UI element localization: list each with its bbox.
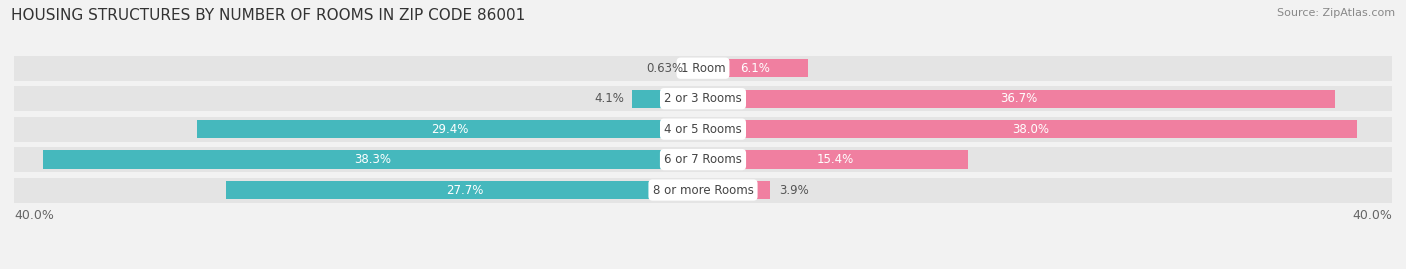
Bar [226,181,703,199]
Bar [633,90,703,108]
Bar [703,120,1358,138]
Text: 38.3%: 38.3% [354,153,392,166]
Text: 40.0%: 40.0% [14,209,53,222]
Text: 1 Room: 1 Room [681,62,725,75]
Text: 29.4%: 29.4% [432,123,468,136]
Text: 8 or more Rooms: 8 or more Rooms [652,183,754,197]
Text: 4.1%: 4.1% [593,92,624,105]
Bar [44,150,703,169]
Text: 15.4%: 15.4% [817,153,855,166]
Text: Source: ZipAtlas.com: Source: ZipAtlas.com [1277,8,1395,18]
Bar [703,90,1336,108]
Text: 3.9%: 3.9% [779,183,808,197]
Text: 4 or 5 Rooms: 4 or 5 Rooms [664,123,742,136]
Text: 6 or 7 Rooms: 6 or 7 Rooms [664,153,742,166]
Text: 27.7%: 27.7% [446,183,484,197]
Text: HOUSING STRUCTURES BY NUMBER OF ROOMS IN ZIP CODE 86001: HOUSING STRUCTURES BY NUMBER OF ROOMS IN… [11,8,526,23]
Bar [197,120,703,138]
Text: 6.1%: 6.1% [741,62,770,75]
Text: 0.63%: 0.63% [647,62,683,75]
Bar [692,59,703,77]
Bar [703,181,770,199]
Bar [14,117,1392,141]
Bar [14,178,1392,203]
Bar [703,150,969,169]
Text: 40.0%: 40.0% [1353,209,1392,222]
Bar [14,56,1392,81]
Text: 2 or 3 Rooms: 2 or 3 Rooms [664,92,742,105]
Text: 36.7%: 36.7% [1001,92,1038,105]
Bar [14,86,1392,111]
Bar [703,59,808,77]
Text: 38.0%: 38.0% [1012,123,1049,136]
Bar [14,147,1392,172]
